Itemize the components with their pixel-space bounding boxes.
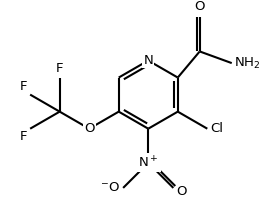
Text: NH$_2$: NH$_2$ [234, 56, 261, 71]
Text: F: F [20, 80, 27, 93]
Text: F: F [20, 130, 27, 144]
Text: $^{-}$O: $^{-}$O [100, 181, 120, 194]
Text: O: O [176, 185, 187, 198]
Text: O: O [194, 0, 205, 13]
Text: O: O [84, 122, 94, 135]
Text: Cl: Cl [210, 122, 223, 135]
Text: N$^+$: N$^+$ [138, 155, 159, 170]
Text: N: N [143, 54, 153, 67]
Text: F: F [56, 62, 63, 75]
